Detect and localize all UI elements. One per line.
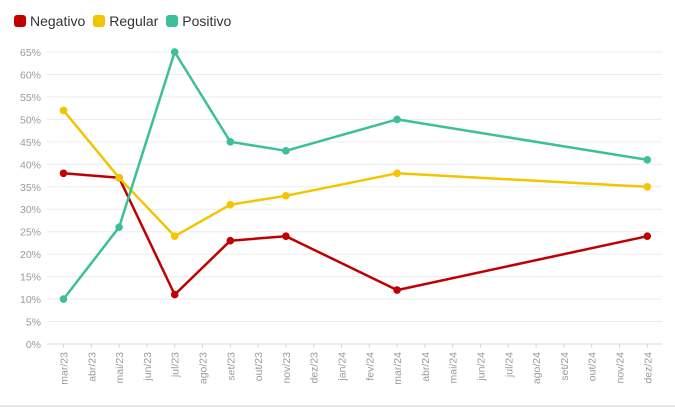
y-tick-label: 55%: [20, 92, 41, 104]
data-point-negativo: [170, 290, 179, 299]
x-tick-label: abr/23: [86, 352, 98, 382]
x-tick-label: jul/23: [170, 352, 182, 378]
y-tick-label: 15%: [20, 272, 41, 284]
data-point-regular: [226, 200, 235, 209]
data-point-regular: [59, 106, 68, 115]
y-tick-label: 60%: [20, 69, 41, 81]
legend-item-positivo[interactable]: Positivo: [166, 13, 231, 29]
data-point-positivo: [393, 115, 401, 124]
x-tick-label: mai/23: [114, 352, 126, 384]
x-tick-label: jun/23: [142, 352, 154, 382]
data-point-negativo: [282, 232, 290, 240]
legend-swatch-negativo: [14, 15, 26, 27]
y-tick-label: 20%: [20, 249, 41, 261]
data-point-positivo: [282, 147, 290, 155]
data-point-regular: [115, 173, 123, 182]
chart-legend: Negativo Regular Positivo: [14, 13, 231, 29]
legend-swatch-positivo: [166, 15, 179, 27]
y-tick-label: 65%: [20, 47, 41, 59]
x-tick-label: jan/24: [337, 352, 349, 382]
x-tick-label: set/24: [559, 352, 571, 381]
x-tick-label: mar/24: [392, 352, 404, 385]
y-tick-label: 5%: [26, 317, 41, 329]
data-point-positivo: [226, 138, 235, 146]
y-tick-label: 45%: [20, 137, 41, 149]
data-point-negativo: [393, 286, 401, 294]
y-tick-label: 40%: [20, 159, 41, 171]
y-tick-label: 0%: [26, 339, 41, 351]
data-point-negativo: [59, 169, 68, 178]
x-tick-label: mai/24: [448, 352, 460, 384]
data-point-positivo: [115, 223, 123, 231]
y-tick-label: 35%: [20, 182, 41, 194]
y-tick-label: 25%: [20, 227, 41, 239]
data-point-regular: [282, 191, 290, 200]
legend-label-positivo: Positivo: [182, 13, 232, 29]
x-tick-label: fev/24: [364, 352, 376, 381]
y-tick-label: 30%: [20, 204, 41, 216]
x-tick-label: set/23: [225, 352, 237, 381]
x-tick-label: ago/23: [198, 352, 210, 384]
x-tick-label: jun/24: [476, 352, 488, 382]
x-tick-label: dez/24: [642, 352, 654, 384]
legend-label-regular: Regular: [109, 13, 159, 29]
x-tick-label: nov/24: [615, 352, 627, 384]
x-tick-label: out/24: [587, 352, 599, 381]
legend-swatch-regular: [93, 15, 106, 27]
data-point-regular: [170, 232, 179, 240]
x-tick-label: dez/23: [309, 352, 321, 384]
data-point-negativo: [226, 236, 235, 245]
data-point-regular: [643, 182, 652, 191]
data-point-positivo: [59, 295, 68, 303]
y-tick-label: 10%: [20, 294, 41, 306]
data-point-positivo: [643, 156, 652, 164]
data-point-negativo: [643, 232, 652, 240]
x-tick-label: jul/24: [503, 352, 515, 378]
legend-label-negativo: Negativo: [30, 13, 86, 29]
legend-item-regular[interactable]: Regular: [93, 13, 158, 29]
data-point-positivo: [170, 48, 179, 56]
data-point-regular: [393, 169, 401, 178]
x-tick-label: mar/23: [59, 352, 71, 385]
x-tick-label: out/23: [253, 352, 265, 381]
series-line-positivo: [62, 50, 649, 301]
y-tick-label: 50%: [20, 114, 41, 126]
legend-item-negativo[interactable]: Negativo: [14, 13, 85, 29]
x-tick-label: nov/23: [281, 352, 293, 384]
x-tick-label: abr/24: [420, 352, 432, 382]
x-tick-label: ago/24: [531, 352, 543, 384]
